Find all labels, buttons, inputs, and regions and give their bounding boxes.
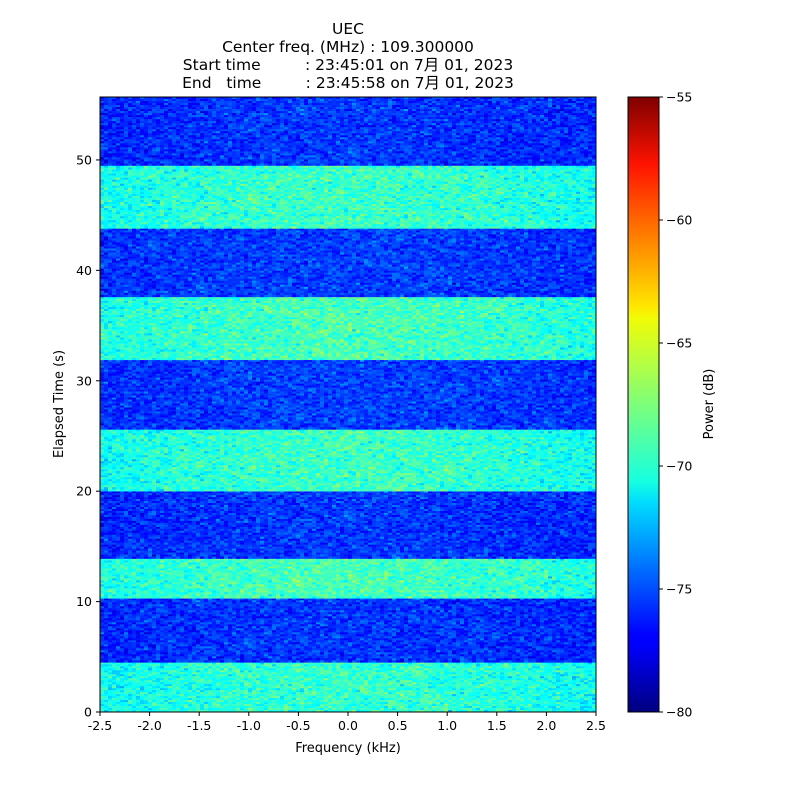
time-segment-3 xyxy=(100,491,596,559)
x-tick-label: 1.0 xyxy=(437,718,457,733)
time-segment-7 xyxy=(100,228,596,297)
time-segment-9 xyxy=(100,97,596,166)
y-tick-label: 50 xyxy=(76,152,92,167)
x-axis-label: Frequency (kHz) xyxy=(295,741,401,756)
x-axis: -2.5 -2.0 -1.5 -1.0 -0.5 0.0 0.5 1.0 1.5 2.0 2.5 xyxy=(88,712,606,733)
colorbar-tick-label: −60 xyxy=(666,213,692,228)
y-axis: 0 10 20 30 40 50 xyxy=(76,152,100,719)
x-tick-label: 0.5 xyxy=(388,718,408,733)
time-segment-1 xyxy=(100,598,596,662)
time-segment-4 xyxy=(100,429,596,491)
y-tick-label: 0 xyxy=(84,705,92,720)
colorbar-tick-label: −70 xyxy=(666,459,692,474)
y-tick-label: 40 xyxy=(76,263,92,278)
y-axis-label: Elapsed Time (s) xyxy=(52,350,67,458)
x-tick-label: 1.5 xyxy=(487,718,507,733)
x-tick-label: 2.5 xyxy=(586,718,606,733)
colorbar-axis: −80 −75 −70 −65 −60 −55 xyxy=(659,90,692,720)
colorbar-tick-label: −65 xyxy=(666,336,692,351)
y-tick-label: 30 xyxy=(76,373,92,388)
y-tick-label: 10 xyxy=(76,594,92,609)
x-tick-label: -1.5 xyxy=(187,718,211,733)
x-tick-label: -1.0 xyxy=(237,718,261,733)
x-tick-label: -2.0 xyxy=(137,718,161,733)
colorbar-tick-label: −55 xyxy=(666,90,692,105)
colorbar xyxy=(628,97,659,712)
y-tick-label: 20 xyxy=(76,484,92,499)
x-tick-label: 0.0 xyxy=(338,718,358,733)
time-segment-0 xyxy=(100,662,596,712)
time-segment-6 xyxy=(100,297,596,360)
time-segment-5 xyxy=(100,360,596,430)
spectrogram-image xyxy=(100,97,596,712)
x-tick-label: 2.0 xyxy=(536,718,556,733)
x-tick-label: -0.5 xyxy=(286,718,310,733)
x-tick-label: -2.5 xyxy=(88,718,112,733)
colorbar-label: Power (dB) xyxy=(702,369,717,440)
time-segment-2 xyxy=(100,559,596,599)
colorbar-tick-label: −80 xyxy=(666,705,692,720)
time-segment-8 xyxy=(100,165,596,228)
colorbar-tick-label: −75 xyxy=(666,582,692,597)
